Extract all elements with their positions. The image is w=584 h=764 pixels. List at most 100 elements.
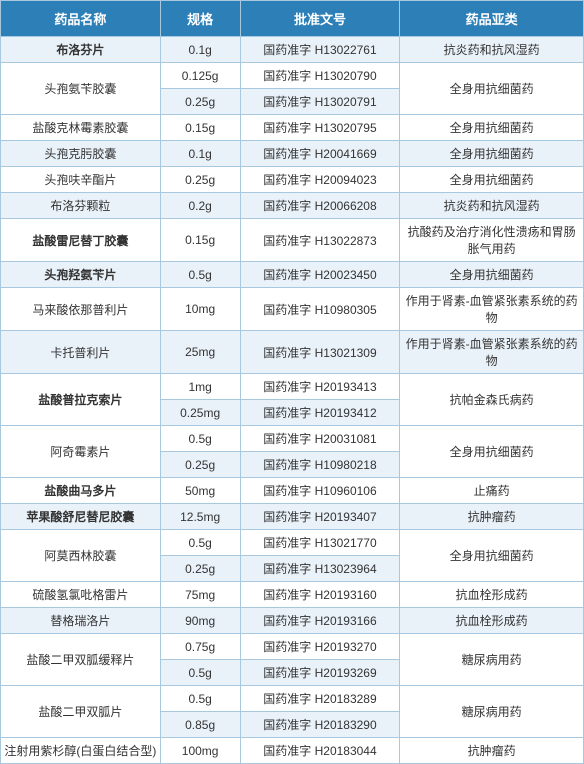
cell-spec: 0.25g: [160, 556, 240, 582]
cell-approval: 国药准字 H20193412: [240, 400, 400, 426]
cell-approval: 国药准字 H20193166: [240, 608, 400, 634]
table-row: 苹果酸舒尼替尼胶囊12.5mg国药准字 H20193407抗肿瘤药: [1, 504, 584, 530]
cell-subtype: 全身用抗细菌药: [400, 63, 584, 115]
cell-subtype: 全身用抗细菌药: [400, 167, 584, 193]
cell-subtype: 抗血栓形成药: [400, 582, 584, 608]
cell-spec: 0.15g: [160, 219, 240, 262]
cell-spec: 0.25g: [160, 89, 240, 115]
cell-subtype: 抗血栓形成药: [400, 608, 584, 634]
cell-subtype: 抗炎药和抗风湿药: [400, 193, 584, 219]
cell-subtype: 抗肿瘤药: [400, 738, 584, 764]
cell-approval: 国药准字 H20031081: [240, 426, 400, 452]
cell-drug-name: 盐酸二甲双胍片: [1, 686, 161, 738]
cell-drug-name: 硫酸氢氯吡格雷片: [1, 582, 161, 608]
cell-approval: 国药准字 H20193413: [240, 374, 400, 400]
cell-drug-name: 阿莫西林胶囊: [1, 530, 161, 582]
cell-subtype: 抗炎药和抗风湿药: [400, 37, 584, 63]
cell-spec: 0.1g: [160, 37, 240, 63]
cell-approval: 国药准字 H13020795: [240, 115, 400, 141]
cell-subtype: 作用于肾素-血管紧张素系统的药物: [400, 331, 584, 374]
cell-spec: 90mg: [160, 608, 240, 634]
cell-approval: 国药准字 H13023964: [240, 556, 400, 582]
col-header-subtype: 药品亚类: [400, 1, 584, 37]
table-row: 头孢氨苄胶囊0.125g国药准字 H13020790全身用抗细菌药: [1, 63, 584, 89]
table-row: 头孢呋辛酯片0.25g国药准字 H20094023全身用抗细菌药: [1, 167, 584, 193]
cell-approval: 国药准字 H13021770: [240, 530, 400, 556]
cell-drug-name: 替格瑞洛片: [1, 608, 161, 634]
cell-spec: 100mg: [160, 738, 240, 764]
table-row: 布洛芬片0.1g国药准字 H13022761抗炎药和抗风湿药: [1, 37, 584, 63]
col-header-spec: 规格: [160, 1, 240, 37]
cell-drug-name: 盐酸普拉克索片: [1, 374, 161, 426]
cell-approval: 国药准字 H20183044: [240, 738, 400, 764]
table-row: 盐酸曲马多片50mg国药准字 H10960106止痛药: [1, 478, 584, 504]
cell-spec: 1mg: [160, 374, 240, 400]
col-header-approval: 批准文号: [240, 1, 400, 37]
cell-spec: 0.2g: [160, 193, 240, 219]
drug-table: 药品名称 规格 批准文号 药品亚类 布洛芬片0.1g国药准字 H13022761…: [0, 0, 584, 764]
cell-approval: 国药准字 H20193160: [240, 582, 400, 608]
cell-approval: 国药准字 H13020791: [240, 89, 400, 115]
cell-approval: 国药准字 H20066208: [240, 193, 400, 219]
cell-subtype: 全身用抗细菌药: [400, 530, 584, 582]
cell-spec: 0.5g: [160, 686, 240, 712]
table-row: 阿莫西林胶囊0.5g国药准字 H13021770全身用抗细菌药: [1, 530, 584, 556]
cell-approval: 国药准字 H20193407: [240, 504, 400, 530]
cell-drug-name: 布洛芬颗粒: [1, 193, 161, 219]
table-row: 阿奇霉素片0.5g国药准字 H20031081全身用抗细菌药: [1, 426, 584, 452]
cell-approval: 国药准字 H13021309: [240, 331, 400, 374]
col-header-name: 药品名称: [1, 1, 161, 37]
cell-drug-name: 注射用紫杉醇(白蛋白结合型): [1, 738, 161, 764]
cell-spec: 0.1g: [160, 141, 240, 167]
table-row: 盐酸雷尼替丁胶囊0.15g国药准字 H13022873抗酸药及治疗消化性溃疡和胃…: [1, 219, 584, 262]
cell-subtype: 全身用抗细菌药: [400, 115, 584, 141]
cell-approval: 国药准字 H20094023: [240, 167, 400, 193]
cell-spec: 75mg: [160, 582, 240, 608]
cell-spec: 0.5g: [160, 262, 240, 288]
cell-spec: 0.25g: [160, 452, 240, 478]
table-row: 布洛芬颗粒0.2g国药准字 H20066208抗炎药和抗风湿药: [1, 193, 584, 219]
cell-drug-name: 头孢呋辛酯片: [1, 167, 161, 193]
cell-subtype: 抗酸药及治疗消化性溃疡和胃肠胀气用药: [400, 219, 584, 262]
cell-drug-name: 苹果酸舒尼替尼胶囊: [1, 504, 161, 530]
cell-subtype: 糖尿病用药: [400, 634, 584, 686]
cell-subtype: 糖尿病用药: [400, 686, 584, 738]
cell-approval: 国药准字 H10980218: [240, 452, 400, 478]
table-row: 马来酸依那普利片10mg国药准字 H10980305作用于肾素-血管紧张素系统的…: [1, 288, 584, 331]
cell-approval: 国药准字 H10960106: [240, 478, 400, 504]
cell-subtype: 全身用抗细菌药: [400, 426, 584, 478]
cell-drug-name: 盐酸雷尼替丁胶囊: [1, 219, 161, 262]
table-row: 盐酸二甲双胍片0.5g国药准字 H20183289糖尿病用药: [1, 686, 584, 712]
cell-subtype: 作用于肾素-血管紧张素系统的药物: [400, 288, 584, 331]
cell-spec: 10mg: [160, 288, 240, 331]
table-row: 头孢克肟胶囊0.1g国药准字 H20041669全身用抗细菌药: [1, 141, 584, 167]
cell-approval: 国药准字 H20193269: [240, 660, 400, 686]
cell-spec: 0.75g: [160, 634, 240, 660]
table-row: 替格瑞洛片90mg国药准字 H20193166抗血栓形成药: [1, 608, 584, 634]
cell-approval: 国药准字 H20193270: [240, 634, 400, 660]
cell-subtype: 抗帕金森氏病药: [400, 374, 584, 426]
cell-subtype: 全身用抗细菌药: [400, 141, 584, 167]
cell-spec: 0.5g: [160, 426, 240, 452]
cell-drug-name: 盐酸二甲双胍缓释片: [1, 634, 161, 686]
cell-spec: 0.25g: [160, 167, 240, 193]
cell-subtype: 抗肿瘤药: [400, 504, 584, 530]
cell-drug-name: 头孢氨苄胶囊: [1, 63, 161, 115]
cell-drug-name: 马来酸依那普利片: [1, 288, 161, 331]
table-row: 头孢羟氨苄片0.5g国药准字 H20023450全身用抗细菌药: [1, 262, 584, 288]
cell-approval: 国药准字 H13020790: [240, 63, 400, 89]
cell-spec: 0.85g: [160, 712, 240, 738]
table-row: 注射用紫杉醇(白蛋白结合型)100mg国药准字 H20183044抗肿瘤药: [1, 738, 584, 764]
cell-approval: 国药准字 H13022761: [240, 37, 400, 63]
cell-spec: 0.5g: [160, 660, 240, 686]
cell-subtype: 止痛药: [400, 478, 584, 504]
cell-approval: 国药准字 H20023450: [240, 262, 400, 288]
cell-spec: 0.15g: [160, 115, 240, 141]
cell-drug-name: 卡托普利片: [1, 331, 161, 374]
cell-approval: 国药准字 H20041669: [240, 141, 400, 167]
cell-spec: 25mg: [160, 331, 240, 374]
table-row: 盐酸普拉克索片1mg国药准字 H20193413抗帕金森氏病药: [1, 374, 584, 400]
cell-subtype: 全身用抗细菌药: [400, 262, 584, 288]
cell-drug-name: 阿奇霉素片: [1, 426, 161, 478]
cell-approval: 国药准字 H10980305: [240, 288, 400, 331]
